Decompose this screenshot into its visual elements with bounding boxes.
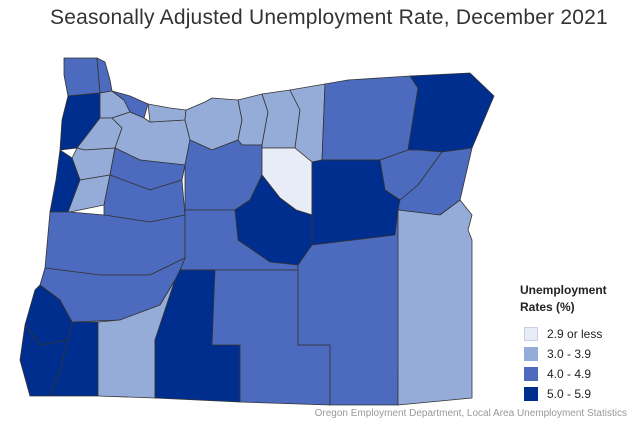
county-umatilla[interactable] (321, 75, 419, 161)
legend-swatch (524, 347, 538, 361)
map-title: Seasonally Adjusted Unemployment Rate, D… (50, 6, 608, 29)
legend-item-5-0-to-5-9: 5.0 - 5.9 (524, 384, 607, 404)
legend-label: 5.0 - 5.9 (547, 387, 592, 401)
county-columbia[interactable] (96, 57, 113, 94)
county-malheur[interactable] (397, 199, 473, 406)
source-credit: Oregon Employment Department, Local Area… (314, 408, 627, 419)
legend-title-line2: Rates (%) (520, 300, 575, 314)
legend-swatch (524, 387, 538, 401)
legend-title-line1: Unemployment (520, 283, 607, 297)
county-wallowa[interactable] (407, 72, 495, 153)
legend-label: 2.9 or less (547, 327, 603, 341)
county-hood-river[interactable] (147, 103, 187, 123)
legend-label: 4.0 - 4.9 (547, 367, 592, 381)
county-lane[interactable] (44, 211, 186, 276)
legend-label: 3.0 - 3.9 (547, 347, 592, 361)
county-benton[interactable] (67, 157, 111, 213)
legend-item-4-0-to-4-9: 4.0 - 4.9 (524, 364, 607, 384)
county-clatsop[interactable] (63, 57, 101, 97)
legend-swatch (524, 367, 538, 381)
legend-title: Unemployment Rates (%) (520, 282, 607, 316)
legend-item-2-9-or-less: 2.9 or less (524, 324, 607, 344)
map-legend: Unemployment Rates (%) 2.9 or less 3.0 -… (520, 282, 607, 404)
legend-swatch (524, 327, 538, 341)
legend-item-3-0-to-3-9: 3.0 - 3.9 (524, 344, 607, 364)
